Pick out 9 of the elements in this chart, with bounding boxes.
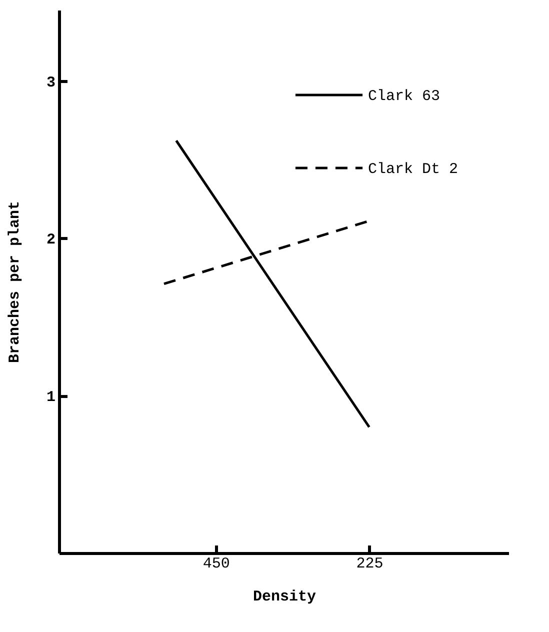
y-tick-label: 3 — [46, 74, 56, 92]
y-tick-label: 1 — [46, 389, 56, 406]
y-axis-title: Branches per plant — [6, 200, 24, 364]
legend-label: Clark 63 — [368, 88, 440, 105]
legend-label: Clark Dt 2 — [368, 161, 458, 178]
y-tick-label: 2 — [46, 232, 56, 249]
x-tick-label: 225 — [356, 556, 384, 572]
x-tick-label: 450 — [202, 556, 230, 572]
x-axis-title: Density — [252, 588, 316, 606]
